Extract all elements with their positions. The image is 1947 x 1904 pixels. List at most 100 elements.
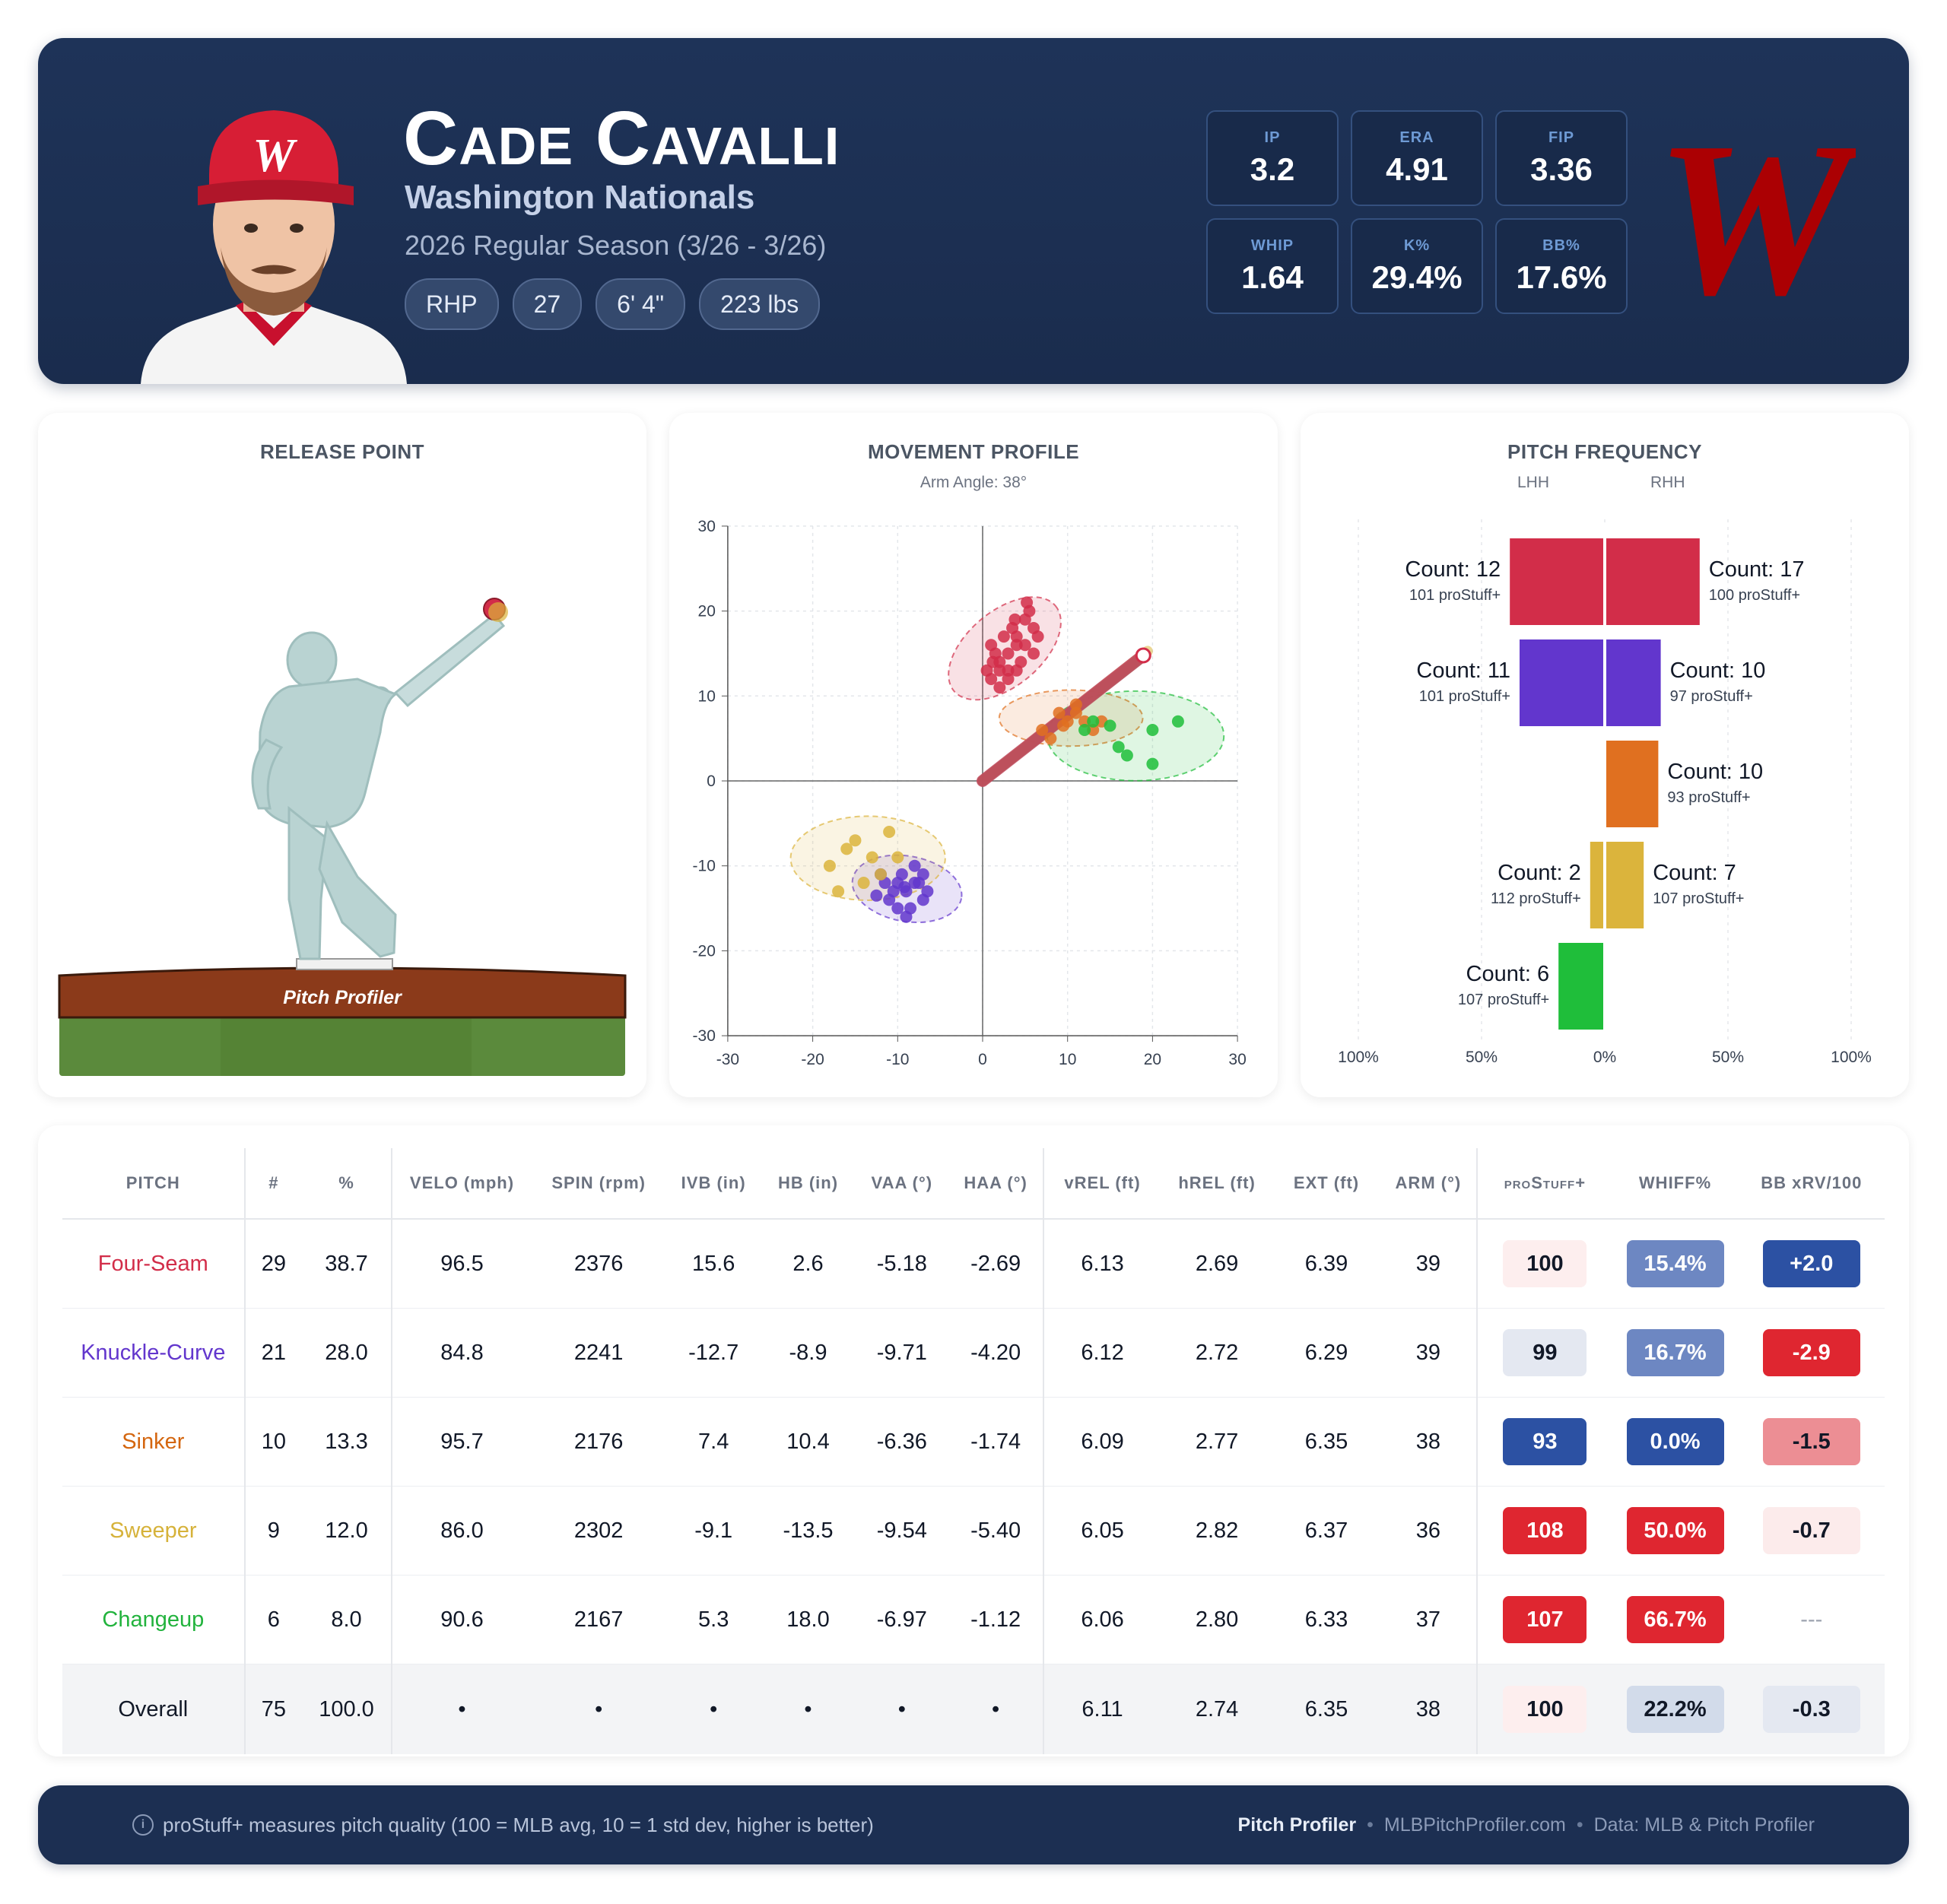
frequency-chart: 100% 50% 0% 50% 100% Count: 12 101 proStuff+ Co…: [1338, 519, 1872, 1066]
table-cell: •: [532, 1664, 666, 1754]
table-cell: •: [665, 1664, 762, 1754]
col-header[interactable]: vREL (ft): [1043, 1148, 1161, 1220]
table-cell: -9.1: [665, 1486, 762, 1576]
stat-bb-pct: BB% 17.6%: [1495, 218, 1628, 314]
stat-label: WHIP: [1250, 236, 1294, 254]
pitch-point-sinker: [1078, 715, 1091, 728]
table-cell: -1.12: [948, 1575, 1044, 1664]
pitch-point-knuckle_curve: [887, 885, 900, 898]
pitch-point-sweeper: [832, 885, 845, 898]
table-cell: 39: [1380, 1308, 1479, 1398]
pitch-point-four_seam: [1002, 664, 1015, 677]
prostuff-badge-cell: 108: [1477, 1486, 1612, 1576]
player-attributes: RHP 27 6' 4" 223 lbs: [405, 278, 821, 330]
table-cell: 2.77: [1161, 1397, 1273, 1487]
col-header[interactable]: PITCH: [62, 1148, 246, 1220]
pitch-point-four_seam: [1002, 647, 1015, 660]
pitch-point-four_seam: [980, 664, 993, 677]
rhh-header: RHH: [1650, 474, 1685, 491]
table-cell: 15.6: [665, 1219, 762, 1309]
rhh-count-label: Count: 10: [1667, 760, 1763, 784]
table-cell: •: [854, 1664, 949, 1754]
stat-value: 4.91: [1386, 151, 1448, 187]
table-cell: 8.0: [302, 1575, 392, 1664]
prostuff-badge: 100: [1503, 1686, 1587, 1733]
col-header[interactable]: VELO (mph): [391, 1148, 532, 1220]
table-cell: 28.0: [302, 1308, 392, 1398]
pitch-name-cell: Four-Seam: [62, 1219, 246, 1309]
table-row[interactable]: Four-Seam 29 38.7 96.5 2376 15.6 2.6 -5.18 -2.69…: [62, 1219, 1885, 1309]
xrv-badge-cell: ---: [1738, 1575, 1885, 1664]
table-row[interactable]: Changeup 6 8.0 90.6 2167 5.3 18.0 -6.97 -1.12 6.0…: [62, 1575, 1885, 1664]
pitch-point-changeup: [1120, 749, 1133, 762]
pitch-point-four_seam: [993, 664, 1006, 677]
overall-row[interactable]: Overall 75 100.0 • • • • • • 6.11 2.74 6.35 38 100 22.…: [62, 1664, 1885, 1754]
arm-angle-label: Arm Angle: 38°: [920, 474, 1027, 491]
rhh-bar-sinker: [1605, 741, 1659, 827]
col-header[interactable]: HAA (°): [948, 1148, 1044, 1220]
table-cell: 10: [244, 1397, 303, 1487]
table-cell: -2.69: [948, 1219, 1044, 1309]
handedness-pill: RHP: [405, 278, 499, 330]
col-header[interactable]: BB xRV/100: [1738, 1148, 1885, 1220]
col-header[interactable]: SPIN (rpm): [532, 1148, 666, 1220]
col-header[interactable]: proStuff+: [1477, 1148, 1612, 1220]
table-cell: -5.40: [948, 1486, 1044, 1576]
whiff-badge-cell: 15.4%: [1612, 1219, 1739, 1309]
xrv-badge: +2.0: [1762, 1240, 1860, 1287]
footer-site-link[interactable]: MLBPitchProfiler.com: [1383, 1814, 1566, 1836]
x-tick-label: 100%: [1338, 1049, 1379, 1066]
col-header[interactable]: WHIFF%: [1612, 1148, 1739, 1220]
pitch-point-sinker: [1087, 723, 1100, 736]
table-cell: 18.0: [761, 1575, 855, 1664]
table-row[interactable]: Knuckle-Curve 21 28.0 84.8 2241 -12.7 -8.9 -9.7…: [62, 1308, 1885, 1398]
prostuff-badge: 107: [1503, 1596, 1587, 1643]
pitch-name-cell: Overall: [62, 1664, 246, 1754]
table-cell: 2302: [532, 1486, 666, 1576]
col-header[interactable]: EXT (ft): [1272, 1148, 1380, 1220]
pitcher-silhouette: [251, 612, 506, 960]
pitch-name-cell: Knuckle-Curve: [62, 1308, 246, 1398]
xrv-badge: -0.3: [1762, 1686, 1860, 1733]
col-header[interactable]: #: [244, 1148, 303, 1220]
prostuff-badge: 100: [1503, 1240, 1587, 1287]
table-cell: -6.36: [854, 1397, 949, 1487]
table-cell: 10.4: [761, 1397, 855, 1487]
lhh-prostuff-label: 112 proStuff+: [1491, 890, 1581, 907]
whiff-badge-cell: 66.7%: [1612, 1575, 1739, 1664]
pitch-frequency-panel: PITCH FREQUENCY LHH RHH 100% 50% 0% 50% 100%…: [1301, 413, 1909, 1097]
lhh-count-label: Count: 6: [1466, 962, 1550, 986]
age-pill: 27: [512, 278, 583, 330]
stat-label: K%: [1403, 236, 1431, 254]
pitch-point-sweeper: [874, 868, 887, 881]
col-header[interactable]: VAA (°): [854, 1148, 949, 1220]
table-cell: 6.12: [1043, 1308, 1161, 1398]
col-header[interactable]: hREL (ft): [1161, 1148, 1273, 1220]
col-header[interactable]: %: [302, 1148, 392, 1220]
lhh-bar-changeup: [1558, 943, 1605, 1030]
col-header[interactable]: HB (in): [761, 1148, 855, 1220]
lhh-bar-sweeper: [1590, 842, 1605, 928]
table-cell: 96.5: [391, 1219, 532, 1309]
stat-era: ERA 4.91: [1351, 110, 1483, 206]
xrv-badge-cell: -2.9: [1738, 1308, 1885, 1398]
table-row[interactable]: Sweeper 9 12.0 86.0 2302 -9.1 -13.5 -9.54 -5.40 6…: [62, 1486, 1885, 1576]
table-cell: 38: [1380, 1397, 1479, 1487]
table-cell: 2.82: [1161, 1486, 1273, 1576]
y-tick-label: 30: [698, 518, 716, 535]
stat-label: ERA: [1399, 129, 1434, 146]
table-cell: 2176: [532, 1397, 666, 1487]
y-tick-label: 10: [698, 687, 716, 705]
table-cell: 6: [244, 1575, 303, 1664]
team-name: Washington Nationals: [405, 179, 755, 216]
table-row[interactable]: Sinker 10 13.3 95.7 2176 7.4 10.4 -6.36 -1.74 6.0…: [62, 1397, 1885, 1487]
rhh-prostuff-label: 100 proStuff+: [1709, 587, 1800, 604]
pitch-point-changeup: [1087, 715, 1100, 728]
col-header[interactable]: ARM (°): [1380, 1148, 1479, 1220]
col-header[interactable]: IVB (in): [665, 1148, 762, 1220]
pitch-name-cell: Changeup: [62, 1575, 246, 1664]
separator: •: [1576, 1814, 1583, 1836]
table-cell: 12.0: [302, 1486, 392, 1576]
footer-note-text: proStuff+ measures pitch quality (100 = …: [163, 1814, 874, 1836]
table-cell: 37: [1380, 1575, 1479, 1664]
